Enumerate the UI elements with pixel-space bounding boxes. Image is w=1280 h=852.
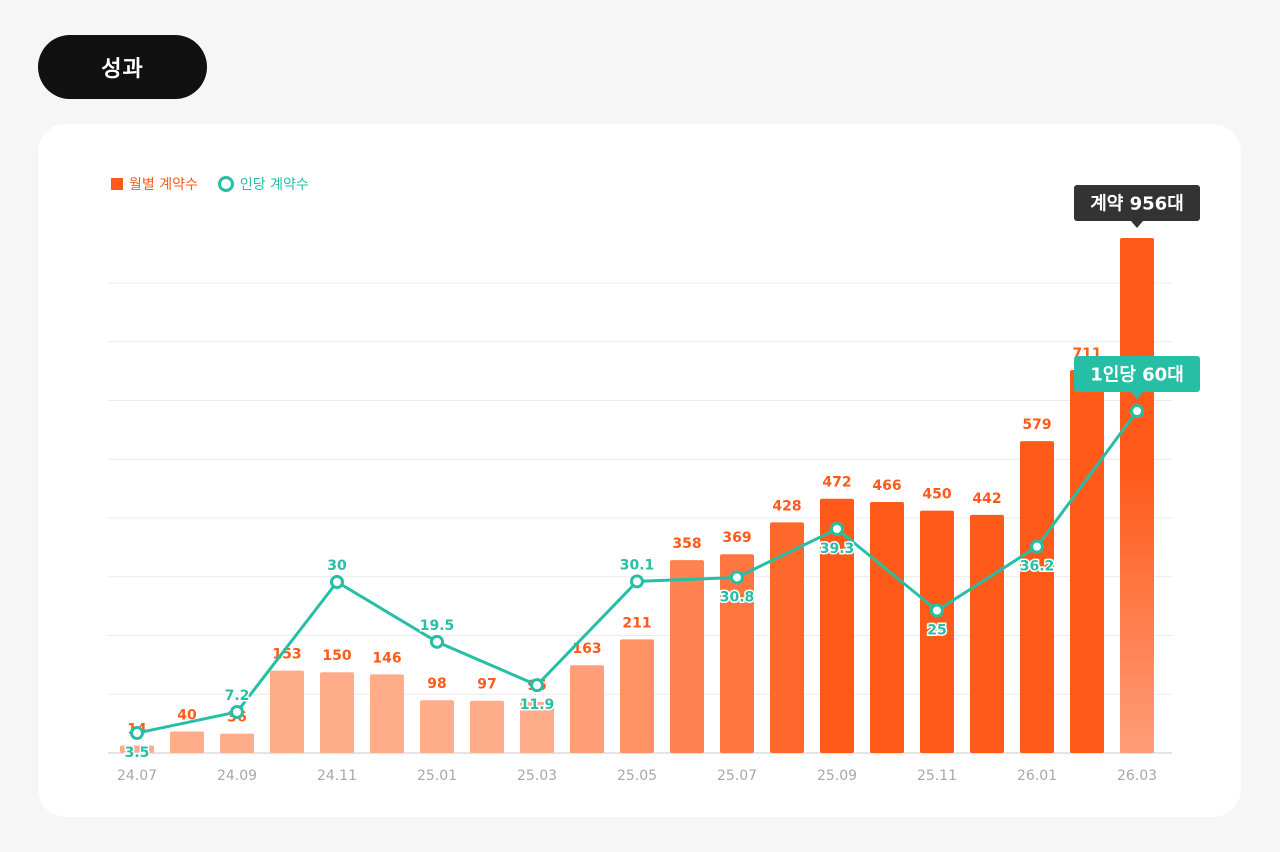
callout-contracts-text: 계약 956대 bbox=[1090, 193, 1184, 215]
bar-label-25.08: 428 bbox=[772, 498, 801, 514]
callout-per-person-box bbox=[1074, 356, 1200, 392]
bar-label-25.05: 211 bbox=[622, 615, 651, 631]
bar-24.10 bbox=[270, 670, 304, 753]
bar-label-25.06: 358 bbox=[672, 536, 701, 552]
line-series bbox=[130, 404, 1144, 741]
x-tick-24.11: 24.11 bbox=[317, 768, 357, 784]
section-title: 성과 bbox=[38, 35, 207, 99]
line-label-24.09: 7.2 bbox=[225, 688, 250, 704]
bar-label-25.02: 97 bbox=[477, 677, 496, 693]
bar-25.10 bbox=[870, 501, 904, 753]
line-label-26.01: 36.2 bbox=[1020, 559, 1055, 575]
bar-25.04 bbox=[570, 665, 604, 753]
line-point-24.09 bbox=[230, 704, 244, 719]
line-point-25.11 bbox=[930, 603, 944, 618]
bar-24.09 bbox=[220, 733, 254, 753]
legend-item-bars: 월별 계약수 bbox=[111, 174, 198, 194]
x-tick-25.09: 25.09 bbox=[817, 768, 857, 784]
callout-per-person: 1인당 60대 bbox=[1074, 356, 1200, 399]
line-label-25.11: 25 bbox=[927, 623, 946, 639]
callout-contracts: 계약 956대 bbox=[1074, 185, 1200, 228]
bar-label-24.11: 150 bbox=[322, 648, 351, 664]
bar-25.07 bbox=[720, 554, 754, 753]
line-label-24.11: 30 bbox=[327, 558, 347, 574]
bar-25.05 bbox=[620, 639, 654, 753]
bar-26.01 bbox=[1020, 441, 1054, 753]
bar-label-26.01: 579 bbox=[1022, 417, 1051, 433]
x-tick-25.01: 25.01 bbox=[417, 768, 457, 784]
bar-label-25.07: 369 bbox=[722, 530, 751, 546]
x-tick-25.11: 25.11 bbox=[917, 768, 957, 784]
bar-label-24.08: 40 bbox=[177, 707, 197, 723]
legend-square-icon bbox=[111, 178, 123, 190]
chart-legend: 월별 계약수 인당 계약수 bbox=[111, 174, 329, 194]
bar-24.12 bbox=[370, 674, 404, 753]
bar-25.08 bbox=[770, 522, 804, 753]
callout-per-person-pointer bbox=[1131, 392, 1143, 399]
callout-contracts-pointer bbox=[1131, 221, 1143, 228]
bar-label-25.11: 450 bbox=[922, 487, 951, 503]
line-point-24.07 bbox=[130, 726, 144, 741]
line-point-25.05 bbox=[630, 574, 644, 589]
line-label-25.05: 30.1 bbox=[620, 557, 655, 573]
x-tick-labels: 24.07 24.09 24.11 25.01 25.03 25.05 25.07 25.09… bbox=[117, 768, 1157, 784]
bar-25.06 bbox=[670, 560, 704, 753]
bar-25.01 bbox=[420, 700, 454, 753]
line-point-25.03 bbox=[530, 678, 544, 693]
line-point-25.09 bbox=[830, 521, 844, 536]
x-tick-26.01: 26.01 bbox=[1017, 768, 1057, 784]
line-point-24.11 bbox=[330, 575, 344, 589]
bar-24.07 bbox=[120, 745, 154, 753]
line-point-26.01 bbox=[1030, 539, 1044, 554]
line-label-25.03: 11.9 bbox=[520, 697, 555, 713]
line-point-26.03 bbox=[1130, 404, 1144, 418]
bar-25.09 bbox=[820, 498, 854, 753]
legend-label-line: 인당 계약수 bbox=[239, 177, 309, 193]
legend-circle-icon bbox=[217, 176, 234, 192]
legend-label-bars: 월별 계약수 bbox=[129, 177, 198, 193]
bar-label-25.01: 98 bbox=[427, 676, 446, 692]
bar-25.03 bbox=[520, 701, 554, 753]
x-tick-26.03: 26.03 bbox=[1117, 768, 1157, 784]
callout-contracts-box bbox=[1074, 185, 1200, 221]
bar-25.11 bbox=[920, 510, 954, 753]
bar-26.02 bbox=[1070, 369, 1104, 753]
bar-24.08 bbox=[170, 731, 204, 753]
line-point-25.07 bbox=[730, 570, 744, 585]
bar-label-25.09: 472 bbox=[822, 475, 851, 491]
callout-per-person-text: 1인당 60대 bbox=[1090, 365, 1184, 386]
bar-24.11 bbox=[320, 672, 354, 753]
line-label-25.07: 30.8 bbox=[720, 589, 755, 605]
x-tick-24.09: 24.09 bbox=[217, 768, 257, 784]
bar-label-25.12: 442 bbox=[972, 491, 1001, 507]
x-tick-25.03: 25.03 bbox=[517, 768, 557, 784]
line-label-25.09: 39.3 bbox=[820, 541, 855, 557]
legend-item-line: 인당 계약수 bbox=[217, 174, 309, 194]
bar-label-25.04: 163 bbox=[572, 641, 601, 657]
bar-label-25.10: 466 bbox=[872, 478, 901, 494]
bar-label-24.12: 146 bbox=[372, 650, 401, 666]
x-tick-25.07: 25.07 bbox=[717, 768, 757, 784]
bar-25.12 bbox=[970, 514, 1004, 753]
x-tick-25.05: 25.05 bbox=[617, 768, 657, 784]
x-tick-24.07: 24.07 bbox=[117, 768, 157, 784]
line-point-25.01 bbox=[430, 634, 444, 649]
line-label-24.07: 3.5 bbox=[125, 745, 150, 761]
bar-26.03 bbox=[1120, 238, 1154, 753]
line-labels: 3.5 7.2 30 19.5 11.9 30.1 30.8 39.3 25 36.2 bbox=[123, 539, 1056, 762]
line-label-25.01: 19.5 bbox=[420, 618, 455, 634]
bar-25.02 bbox=[470, 700, 504, 753]
gridlines bbox=[108, 282, 1172, 695]
